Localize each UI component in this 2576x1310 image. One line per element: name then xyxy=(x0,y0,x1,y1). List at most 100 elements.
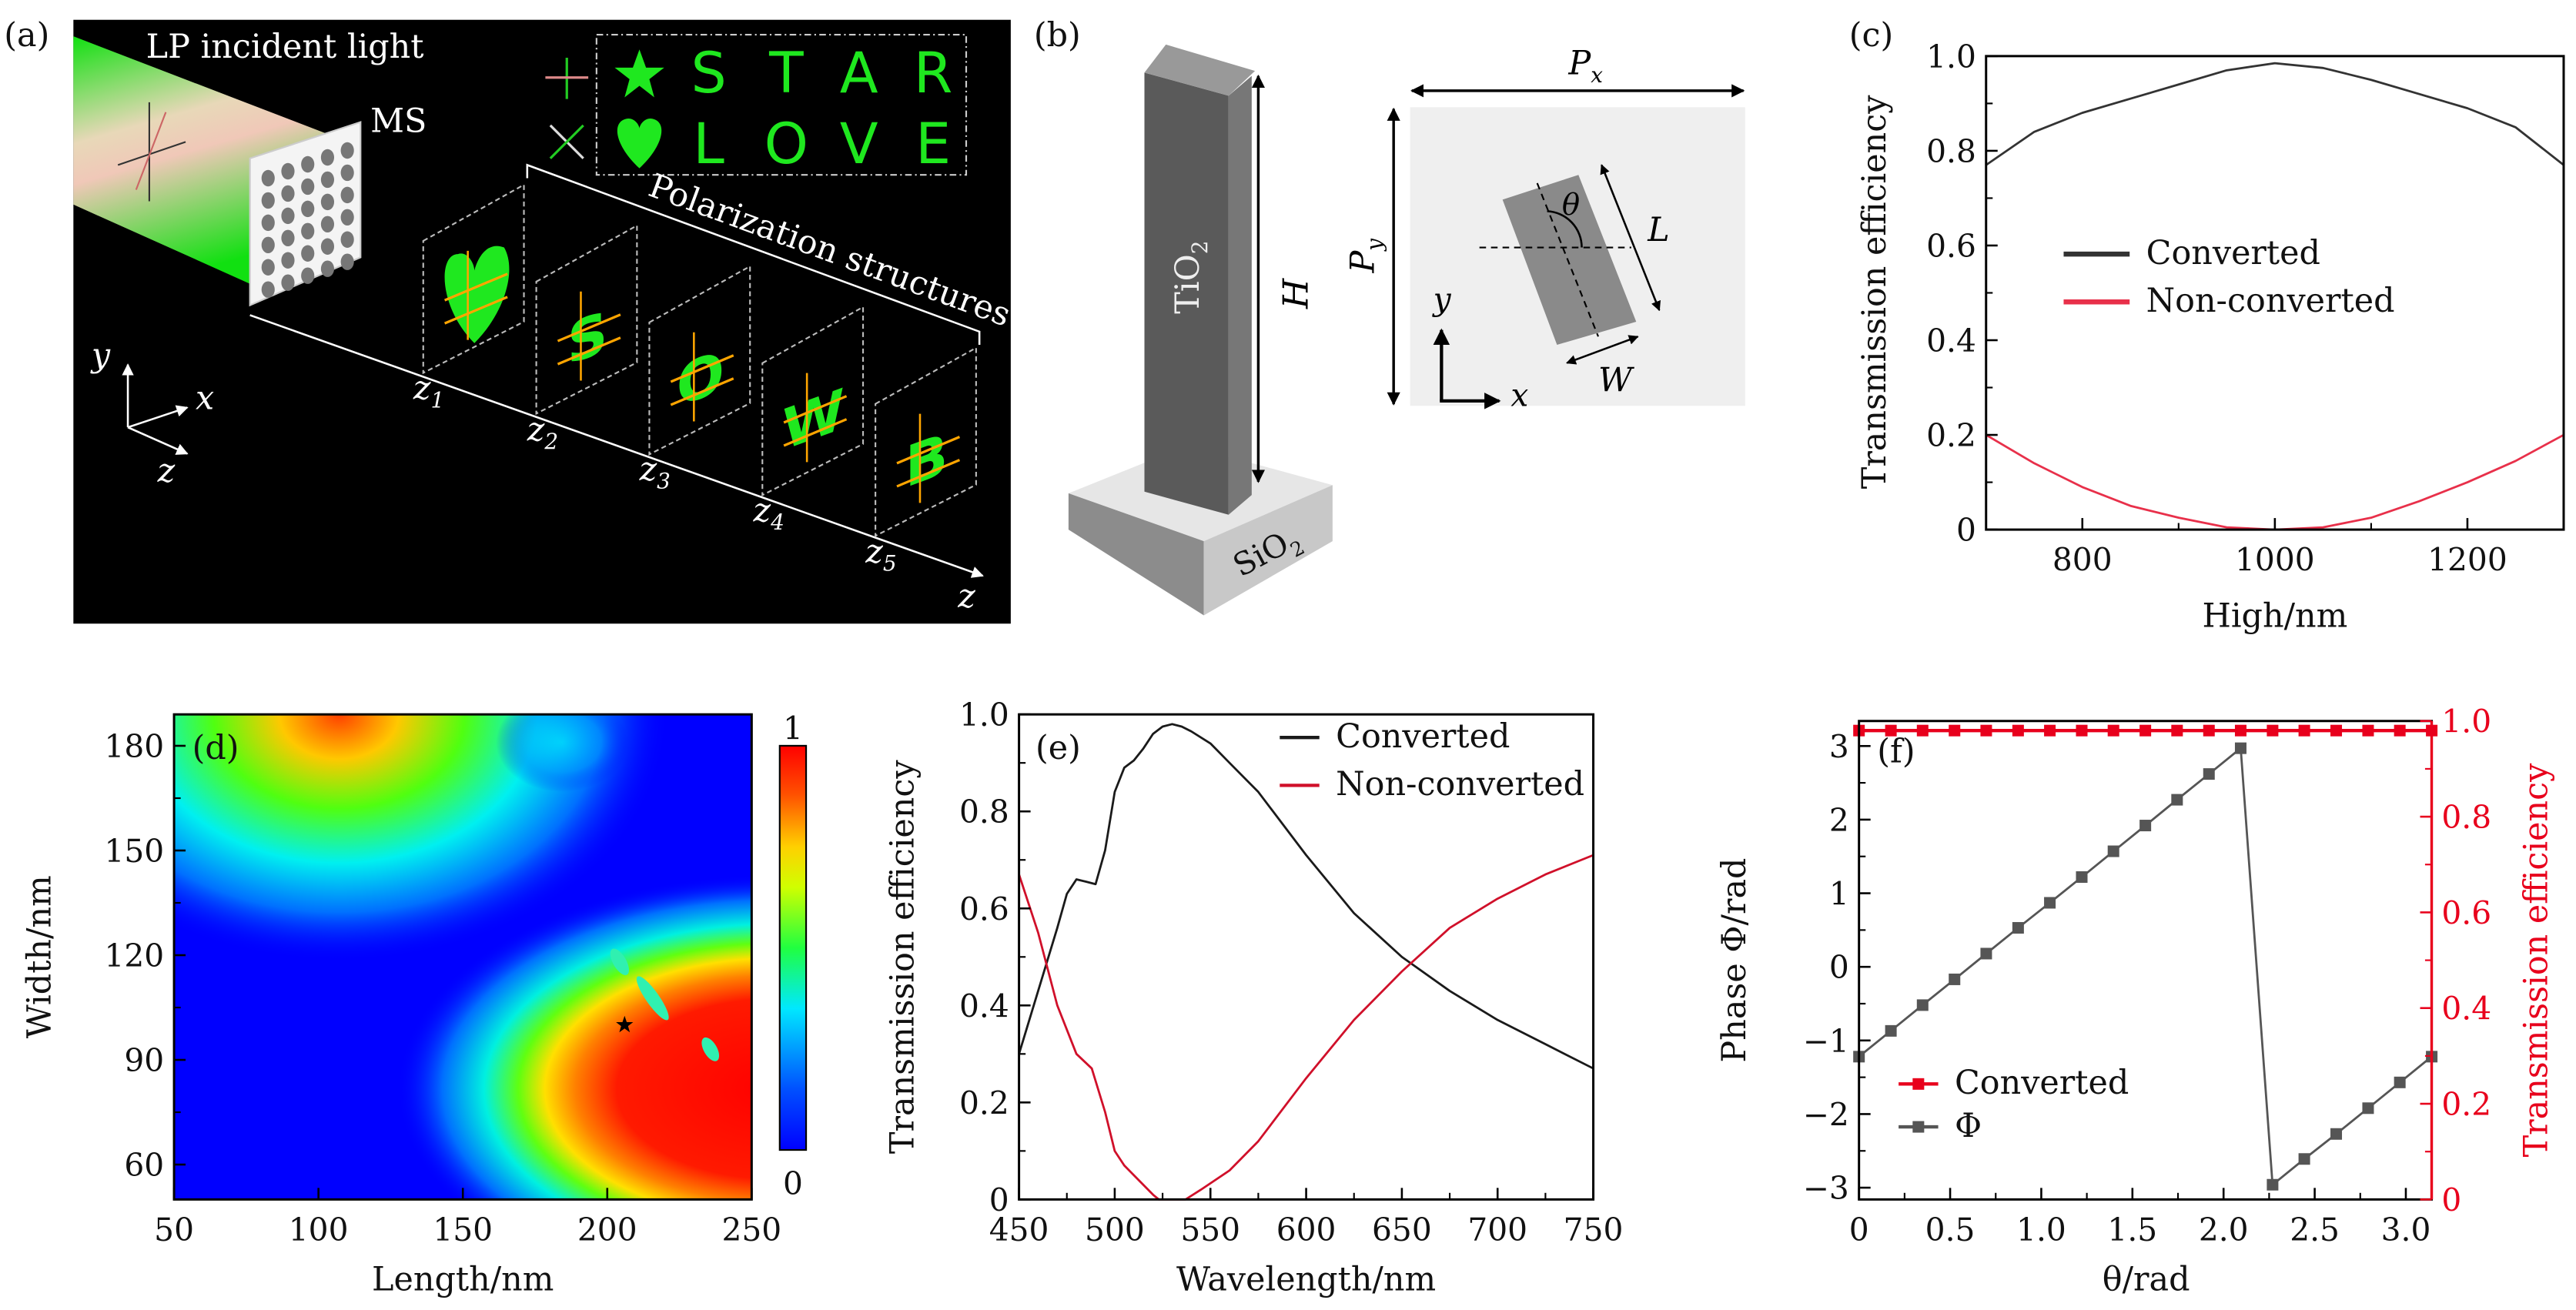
love-letter-o: O xyxy=(764,112,808,177)
y-tick-label: 0 xyxy=(1956,512,1976,549)
star-letter-r: R xyxy=(914,41,953,106)
y2-tick-label: 1.0 xyxy=(2441,703,2491,740)
width-label: W xyxy=(1598,361,1634,399)
z-axis-label: z xyxy=(957,577,975,616)
panel-label-f: (f) xyxy=(1877,732,1915,770)
y-tick-label: −2 xyxy=(1803,1096,1849,1133)
polarization-arrow-icon xyxy=(670,377,734,406)
x-tick-label: 650 xyxy=(1372,1211,1432,1248)
image-plane-letter: B xyxy=(905,419,948,500)
nanopillar xyxy=(320,238,335,255)
heatmap-region-hot xyxy=(396,874,752,1200)
heart-shape-icon xyxy=(444,246,510,343)
nanopillar xyxy=(340,186,354,204)
y-axis-label: Width/nm xyxy=(20,875,59,1038)
nanopillar xyxy=(320,149,335,166)
data-point xyxy=(2362,724,2374,737)
z-base: z xyxy=(752,491,771,530)
y-tick-label: 1 xyxy=(1829,876,1849,913)
data-point xyxy=(1980,724,1992,737)
y2-tick-label: 0.6 xyxy=(2441,894,2491,931)
heatmap-region-cyan xyxy=(496,714,628,792)
panel-label-d: (d) xyxy=(192,729,239,767)
star-icon xyxy=(614,49,664,98)
coordinate-axes-icon xyxy=(122,363,189,455)
x-tick-label: 150 xyxy=(433,1211,493,1248)
data-point xyxy=(2267,724,2279,737)
polarization-arrow-icon xyxy=(896,459,961,488)
metasurface-label: MS xyxy=(370,102,427,140)
series-line-1 xyxy=(1986,433,2564,531)
data-point xyxy=(1885,1024,1897,1037)
data-point xyxy=(1916,999,1929,1011)
data-point xyxy=(1916,724,1929,737)
star-letter-a: A xyxy=(840,41,878,106)
data-point xyxy=(1949,973,1961,985)
structures-bracket xyxy=(526,163,981,346)
nanopillar xyxy=(281,229,295,247)
polarization-arrow-icon xyxy=(444,296,508,325)
x-tick-label: 0.5 xyxy=(1925,1211,1975,1248)
z-subscript: 4 xyxy=(770,510,785,535)
nanopillar xyxy=(301,200,315,218)
colorbar-min-label: 0 xyxy=(783,1165,803,1202)
x-tick-label: 1200 xyxy=(2427,542,2507,579)
nanopillar xyxy=(281,162,295,180)
image-plane-frame xyxy=(422,183,525,375)
nanopillar xyxy=(301,178,315,195)
panel-label-c: (c) xyxy=(1849,16,1893,55)
z-base: z xyxy=(639,450,657,489)
data-point xyxy=(1885,724,1897,737)
legend-label: Converted xyxy=(1955,1064,2129,1102)
legend-label: Converted xyxy=(1336,717,1510,756)
nanopillar xyxy=(340,164,354,182)
z-axis-line xyxy=(249,314,984,578)
nanopillar xyxy=(320,260,335,277)
theta-label: θ xyxy=(1562,188,1580,222)
data-point xyxy=(2394,1076,2406,1088)
pillar-material-label: TiO2 xyxy=(1169,241,1213,314)
nanopillar xyxy=(340,142,354,159)
image-plane-frame xyxy=(648,265,751,456)
y-tick-label: 150 xyxy=(104,833,164,870)
y-axis-label: Transmission efficiency xyxy=(1855,95,1894,490)
x-tick-label: 500 xyxy=(1085,1211,1145,1248)
x-tick-label: 550 xyxy=(1180,1211,1240,1248)
x-axis-label: Length/nm xyxy=(372,1260,554,1298)
y-tick-label: 0.4 xyxy=(1926,322,1976,359)
star-letter-t: T xyxy=(768,41,804,106)
legend-marker xyxy=(1912,1078,1925,1090)
y-tick-label: 180 xyxy=(104,728,164,765)
substrate-left-face xyxy=(1068,493,1204,616)
nanopillar xyxy=(340,231,354,248)
x-tick-label: 200 xyxy=(577,1211,637,1248)
chart-f: 0 0.5 1.0 1.5 2.0 2.5 3.0 −3 −2 −1 0 1 2 3 0 0.2 0.4 0.6 0… xyxy=(1715,703,2556,1299)
colorbar xyxy=(778,744,808,1151)
legend-label: Φ xyxy=(1955,1107,1982,1145)
polarization-arrow-icon xyxy=(557,313,621,343)
panel-a-schematic: LP incident light MS S T A R L O V E Pol… xyxy=(73,19,1015,624)
data-point xyxy=(2076,724,2088,737)
x-tick-label: 450 xyxy=(989,1211,1049,1248)
y-tick-label: 2 xyxy=(1829,802,1849,839)
z-subscript: 5 xyxy=(883,551,897,576)
data-point xyxy=(2234,724,2246,737)
data-point xyxy=(2012,724,2024,737)
pillar-side-face xyxy=(1228,75,1252,515)
y-tick-label: 0.6 xyxy=(1926,228,1976,265)
y-tick-label: 0.6 xyxy=(959,891,1009,927)
panel-label-b: (b) xyxy=(1034,16,1081,55)
y-tick-label: 0.2 xyxy=(959,1084,1009,1121)
image-plane-frame xyxy=(535,224,638,416)
series-line-0 xyxy=(1018,723,1594,1070)
y-tick-label: 120 xyxy=(104,937,164,974)
z-position-label: z2 xyxy=(527,410,558,454)
data-point xyxy=(2394,724,2406,737)
data-point xyxy=(2330,1128,2343,1140)
y-axis-label: Transmission efficiency xyxy=(883,760,922,1155)
image-plane-frame xyxy=(875,346,977,537)
period-x-label: Px xyxy=(1567,44,1603,88)
nanopillar xyxy=(320,171,335,189)
x-tick-label: 250 xyxy=(721,1211,781,1248)
nanopillar xyxy=(281,207,295,225)
